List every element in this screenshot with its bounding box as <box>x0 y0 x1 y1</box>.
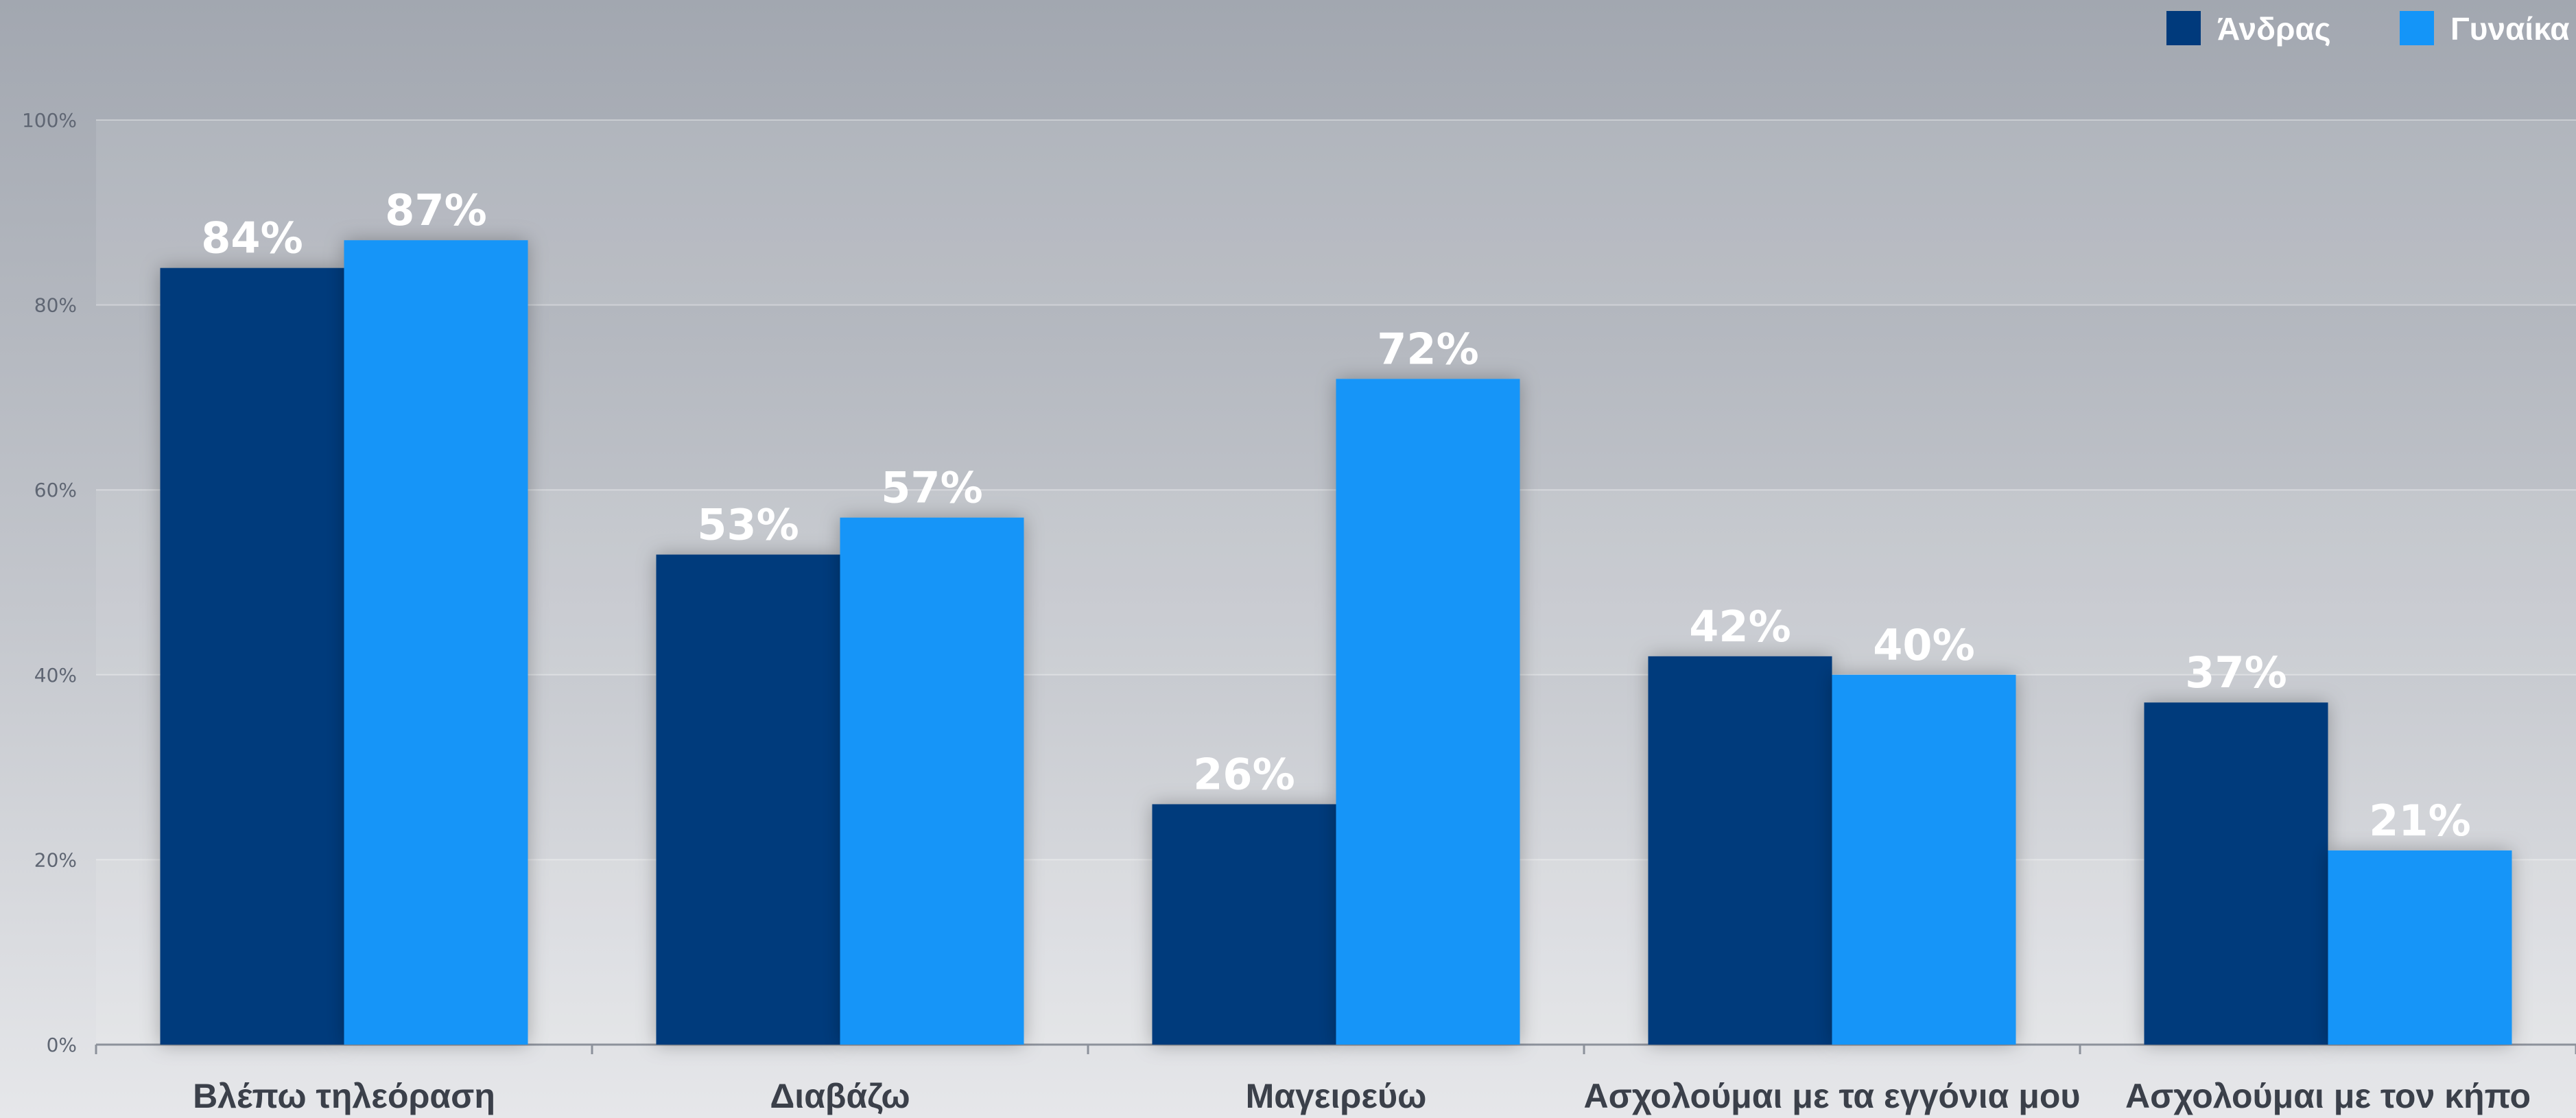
bar <box>656 554 840 1045</box>
bar <box>2328 850 2512 1045</box>
data-label: 57% <box>881 463 982 513</box>
data-label: 53% <box>697 500 799 550</box>
data-labels: 84% 87% 53% 57% 26% 72% 42% 40% 37% 21% <box>201 185 2470 846</box>
category-label: Διαβάζω <box>770 1077 910 1115</box>
legend-label: Γυναίκα <box>2450 11 2569 47</box>
y-tick-label: 80% <box>34 294 77 317</box>
data-label: 40% <box>1873 620 1974 670</box>
legend-swatch <box>2400 11 2434 45</box>
bars <box>160 240 2512 1045</box>
category-labels: Βλέπω τηλεόραση Διαβάζω Μαγειρεύω Ασχολούμα… <box>193 1077 2531 1115</box>
legend-label: Άνδρας <box>2217 11 2331 47</box>
bar <box>1152 804 1336 1045</box>
y-tick-label: 20% <box>34 848 77 871</box>
data-label: 87% <box>385 185 486 235</box>
category-label: Μαγειρεύω <box>1246 1077 1427 1115</box>
category-label: Βλέπω τηλεόραση <box>193 1077 495 1115</box>
legend-swatch <box>2166 11 2201 45</box>
data-label: 37% <box>2185 647 2287 698</box>
x-axis <box>95 1043 2576 1054</box>
y-tick-label: 100% <box>22 109 77 132</box>
bar <box>160 267 344 1045</box>
bar <box>1336 379 1520 1045</box>
data-label: 21% <box>2369 796 2470 846</box>
bar <box>840 517 1024 1045</box>
y-tick-label: 40% <box>34 664 77 687</box>
y-tick-label: 0% <box>47 1034 77 1056</box>
bar <box>1832 674 2016 1045</box>
bar <box>1648 656 1832 1045</box>
data-label: 72% <box>1377 324 1478 374</box>
legend: Άνδρας Γυναίκα <box>2166 11 2569 47</box>
data-label: 26% <box>1193 750 1295 800</box>
bar <box>2144 702 2328 1045</box>
category-label: Ασχολούμαι με τα εγγόνια μου <box>1584 1077 2081 1115</box>
data-label: 42% <box>1689 602 1791 652</box>
category-label: Ασχολούμαι με τον κήπο <box>2125 1077 2531 1115</box>
bar <box>344 240 528 1045</box>
y-axis: 0% 20% 40% 60% 80% 100% <box>22 109 77 1056</box>
data-label: 84% <box>201 213 303 263</box>
y-tick-label: 60% <box>34 479 77 501</box>
